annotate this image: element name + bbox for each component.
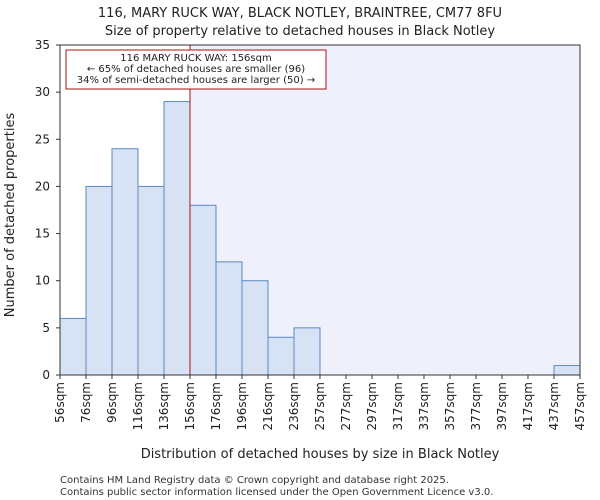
x-tick-label: 136sqm — [157, 382, 171, 430]
x-tick-label: 156sqm — [183, 382, 197, 430]
y-tick-label: 20 — [35, 179, 50, 193]
x-tick-label: 377sqm — [469, 382, 483, 430]
x-tick-label: 397sqm — [495, 382, 509, 430]
footer-line-2: Contains public sector information licen… — [60, 487, 493, 498]
bar-116sqm — [137, 185, 165, 376]
x-tick-label: 437sqm — [547, 382, 561, 430]
x-tick-label: 176sqm — [209, 382, 223, 430]
annotation-line-3: 34% of semi-detached houses are larger (… — [77, 75, 315, 86]
bar-216sqm — [267, 336, 295, 376]
bar-437sqm — [553, 365, 581, 376]
x-tick-label: 196sqm — [235, 382, 249, 430]
annotation-box: 116 MARY RUCK WAY: 156sqm ← 65% of detac… — [65, 49, 327, 90]
y-tick-label: 10 — [35, 274, 50, 288]
x-tick-label: 277sqm — [339, 382, 353, 430]
x-axis-label: Distribution of detached houses by size … — [141, 447, 500, 462]
x-tick-label: 116sqm — [131, 382, 145, 430]
x-tick-label: 297sqm — [365, 382, 379, 430]
bar-176sqm — [215, 261, 243, 376]
bar-156sqm — [189, 204, 217, 376]
footer-line-1: Contains HM Land Registry data © Crown c… — [60, 475, 449, 486]
bar-136sqm — [163, 101, 191, 376]
y-tick-label: 35 — [35, 38, 50, 52]
x-tick-label: 317sqm — [391, 382, 405, 430]
y-tick-label: 0 — [42, 368, 50, 382]
x-tick-label: 257sqm — [313, 382, 327, 430]
annotation-line-2: ← 65% of detached houses are smaller (96… — [87, 64, 305, 75]
y-tick-label: 15 — [35, 227, 50, 241]
x-tick-label: 457sqm — [573, 382, 587, 430]
x-tick-label: 236sqm — [287, 382, 301, 430]
x-tick-label: 417sqm — [521, 382, 535, 430]
bar-76sqm — [85, 185, 113, 376]
x-tick-label: 357sqm — [443, 382, 457, 430]
annotation-line-1: 116 MARY RUCK WAY: 156sqm — [120, 53, 271, 64]
x-tick-label: 76sqm — [79, 382, 93, 423]
x-tick-label: 56sqm — [53, 382, 67, 423]
chart-subtitle: Size of property relative to detached ho… — [105, 24, 495, 39]
bar-56sqm — [59, 317, 87, 376]
bar-96sqm — [111, 148, 139, 376]
chart-title: 116, MARY RUCK WAY, BLACK NOTLEY, BRAINT… — [98, 6, 502, 21]
annotation-frame — [65, 49, 327, 90]
x-tick-label: 216sqm — [261, 382, 275, 430]
y-tick-label: 25 — [35, 132, 50, 146]
x-tick-label: 337sqm — [417, 382, 431, 430]
x-tick-label: 96sqm — [105, 382, 119, 423]
bar-196sqm — [241, 280, 269, 376]
y-tick-label: 30 — [35, 85, 50, 99]
y-axis-label: Number of detached properties — [3, 113, 18, 318]
y-tick-label: 5 — [42, 321, 50, 335]
bar-236sqm — [293, 327, 321, 376]
